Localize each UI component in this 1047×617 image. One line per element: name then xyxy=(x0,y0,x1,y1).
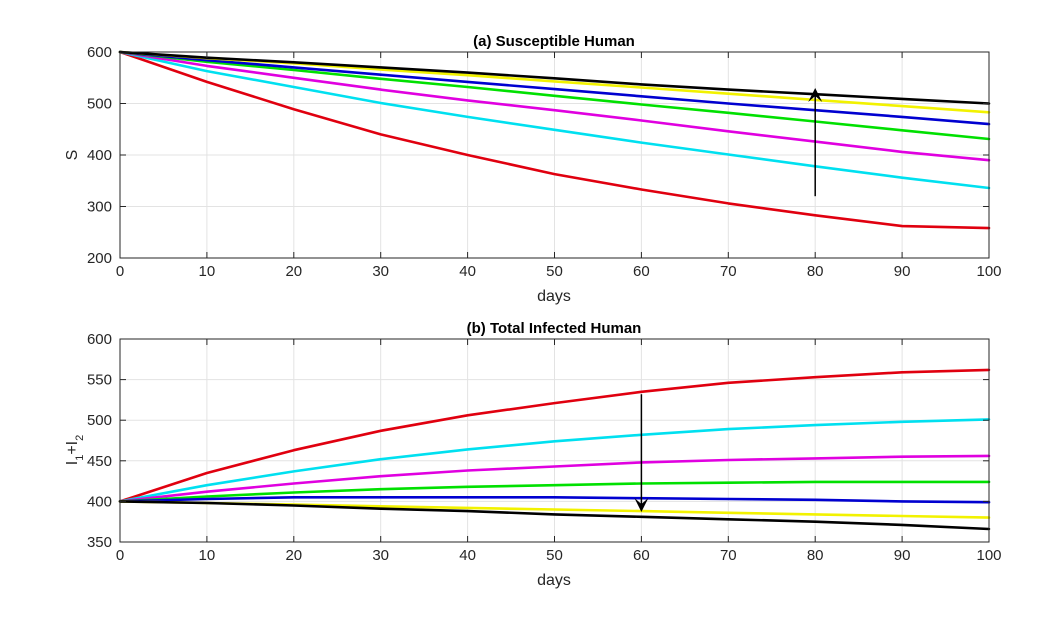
series-line xyxy=(118,418,991,503)
x-tick-label: 60 xyxy=(633,263,650,280)
series-line xyxy=(118,454,991,503)
y-tick-label: 400 xyxy=(87,147,112,164)
y-tick-label: 550 xyxy=(87,372,112,389)
x-tick-label: 50 xyxy=(546,547,563,564)
x-tick-label: 50 xyxy=(546,263,563,280)
series-line xyxy=(118,50,991,105)
x-tick-label: 90 xyxy=(894,547,911,564)
ticks: 0 10 20 30 40 50 60 70 80 90 100 350 400 450 500 550 600 xyxy=(87,331,1002,564)
y-tick-label: 300 xyxy=(87,199,112,216)
series-line xyxy=(118,50,991,162)
x-tick-label: 40 xyxy=(459,263,476,280)
x-tick-label: 80 xyxy=(807,547,824,564)
y-axis-label: I1+I2 xyxy=(64,435,86,466)
x-tick-label: 90 xyxy=(894,263,911,280)
chart-title: (b) Total Infected Human xyxy=(467,320,642,337)
series-line xyxy=(118,495,991,504)
x-tick-label: 70 xyxy=(720,263,737,280)
series-line xyxy=(118,500,991,531)
y-tick-label: 500 xyxy=(87,412,112,429)
series-line xyxy=(118,50,991,190)
y-axis-label: S xyxy=(64,150,81,161)
x-axis-label: days xyxy=(537,288,571,305)
series-line xyxy=(118,50,991,126)
panel-total-infected-human: (b) Total Infected Human days I1+I2 0 10 2… xyxy=(64,320,1002,589)
series-line xyxy=(118,480,991,503)
y-tick-label: 500 xyxy=(87,96,112,113)
y-tick-label: 450 xyxy=(87,453,112,470)
x-tick-label: 0 xyxy=(116,547,124,564)
x-tick-label: 40 xyxy=(459,547,476,564)
x-tick-label: 70 xyxy=(720,547,737,564)
y-tick-label: 600 xyxy=(87,44,112,61)
x-tick-label: 20 xyxy=(285,263,302,280)
x-tick-label: 100 xyxy=(976,547,1001,564)
chart-title: (a) Susceptible Human xyxy=(473,33,635,50)
y-tick-label: 200 xyxy=(87,250,112,267)
x-tick-label: 10 xyxy=(199,263,216,280)
x-tick-label: 100 xyxy=(976,263,1001,280)
grid-lines xyxy=(119,51,990,259)
ticks: 0 10 20 30 40 50 60 70 80 90 100 200 300 400 500 600 xyxy=(87,44,1002,280)
series-group xyxy=(118,50,991,230)
trend-arrow-head xyxy=(808,88,823,103)
x-tick-label: 10 xyxy=(199,547,216,564)
x-tick-label: 60 xyxy=(633,547,650,564)
x-tick-label: 0 xyxy=(116,263,124,280)
series-line xyxy=(118,50,991,141)
panel-susceptible-human: (a) Susceptible Human days S 0 10 20 30 40 50… xyxy=(64,33,1002,305)
x-axis-label: days xyxy=(537,572,571,589)
y-tick-label: 600 xyxy=(87,331,112,348)
x-tick-label: 30 xyxy=(372,547,389,564)
trend-arrow-head xyxy=(634,497,649,512)
y-tick-label: 350 xyxy=(87,534,112,551)
x-tick-label: 80 xyxy=(807,263,824,280)
x-tick-label: 20 xyxy=(285,547,302,564)
series-line xyxy=(118,50,991,230)
series-group xyxy=(118,368,991,531)
series-line xyxy=(118,368,991,503)
x-tick-label: 30 xyxy=(372,263,389,280)
y-tick-label: 400 xyxy=(87,493,112,510)
